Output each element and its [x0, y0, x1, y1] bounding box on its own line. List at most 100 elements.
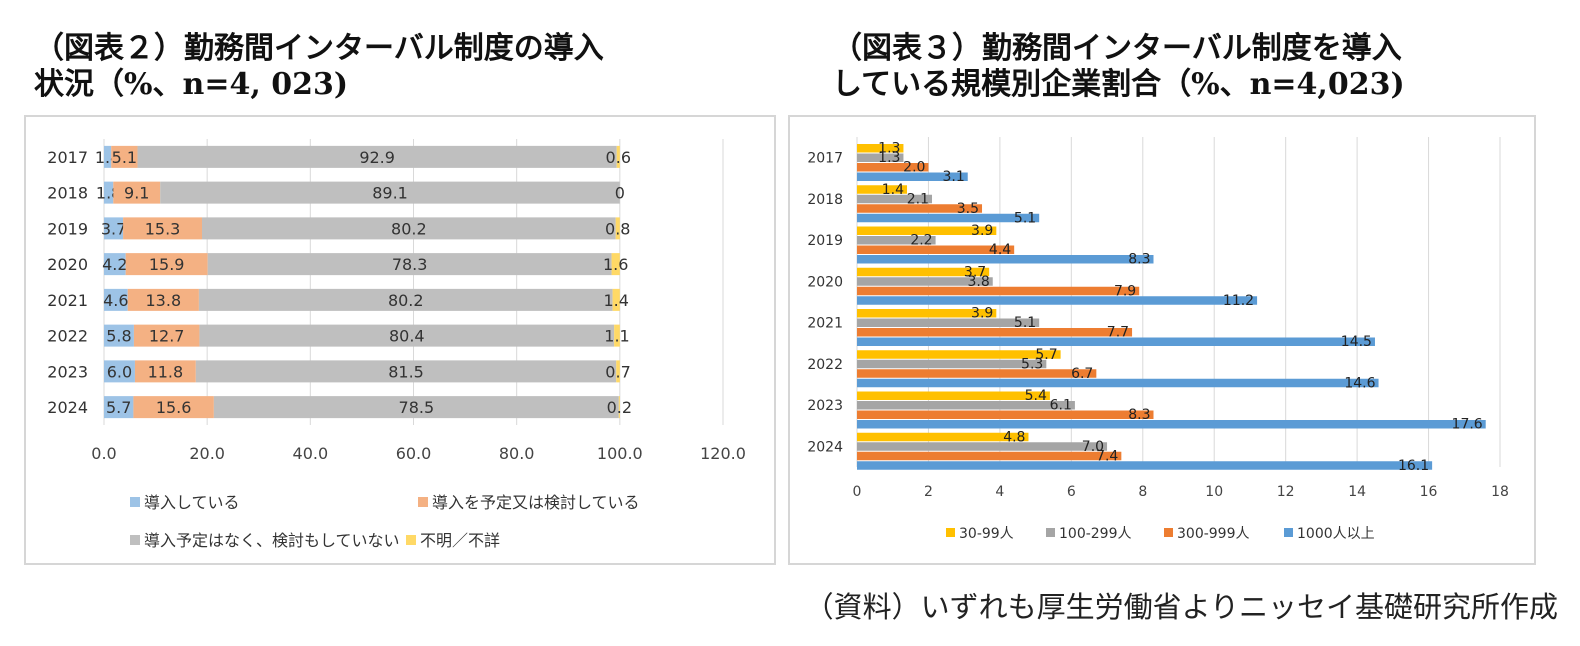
x-tick-label: 60.0: [396, 444, 432, 463]
data-label: 3.8: [967, 274, 989, 290]
y-category-label: 2018: [807, 192, 843, 208]
bar: [857, 267, 990, 277]
legend-label: 導入を予定又は検討している: [432, 493, 640, 512]
x-tick-label: 14: [1348, 484, 1366, 500]
data-label: 5.1: [1014, 210, 1036, 226]
data-label: 0: [615, 184, 625, 203]
data-label: 9.1: [124, 184, 149, 203]
bar: [857, 432, 1029, 442]
bar: [857, 410, 1154, 419]
data-label: 7.0: [1082, 439, 1104, 455]
bar-segment: [127, 288, 199, 311]
x-tick-label: 120.0: [700, 444, 746, 463]
y-category-label: 2022: [807, 357, 843, 373]
bar-segment: [615, 217, 620, 240]
data-label: 5.1: [112, 148, 137, 167]
y-category-label: 2018: [47, 184, 88, 203]
bar-segment: [213, 396, 619, 419]
bar-segment: [104, 253, 126, 276]
data-label: 80.2: [388, 291, 424, 310]
data-label: 2.2: [910, 233, 932, 249]
bar-segment: [160, 181, 620, 204]
data-label: 2.0: [903, 160, 925, 176]
bar: [857, 172, 968, 181]
data-label: 3.1: [942, 169, 964, 185]
data-label: 11.8: [148, 362, 184, 381]
data-label: 14.5: [1341, 334, 1372, 350]
data-label: 78.5: [399, 398, 435, 417]
x-tick-label: 80.0: [499, 444, 535, 463]
bar-segment: [611, 253, 620, 276]
bar-segment: [104, 145, 112, 168]
bar: [857, 309, 997, 318]
data-label: 4.6: [103, 291, 128, 310]
data-label: 7.9: [1114, 283, 1136, 299]
y-category-label: 2023: [807, 398, 843, 414]
y-category-label: 2024: [47, 398, 88, 417]
legend-label: 不明／不詳: [420, 531, 500, 550]
bar-segment: [104, 217, 124, 240]
x-tick-label: 10: [1205, 484, 1223, 500]
x-tick-label: 2: [924, 484, 933, 500]
bar: [857, 204, 983, 213]
legend-swatch: [130, 497, 140, 507]
bar: [857, 350, 1061, 359]
data-label: 7.4: [1096, 448, 1118, 464]
legend-swatch: [1046, 528, 1055, 537]
stacked-bar-chart: 0.0 20.0 40.0 60.0 80.0 100.0 120.0 2017 1.4 5.1 9…: [47, 139, 746, 550]
data-label: 8.3: [1128, 252, 1150, 268]
y-category-label: 2020: [47, 255, 88, 274]
data-label: 15.6: [156, 398, 192, 417]
data-label: 3.7: [964, 264, 986, 280]
data-label: 7.7: [1107, 325, 1129, 341]
bar: [857, 461, 1433, 470]
data-label: 6.0: [107, 362, 132, 381]
data-label: 11.2: [1223, 293, 1254, 309]
legend-swatch: [406, 535, 416, 545]
legend-label: 導入予定はなく、検討もしていない: [144, 531, 400, 550]
bar-segment: [123, 217, 203, 240]
bar: [857, 318, 1040, 327]
bar-segment: [104, 288, 128, 311]
x-tick-label: 16: [1420, 484, 1438, 500]
legend-swatch: [1284, 528, 1293, 537]
bar: [857, 359, 1047, 369]
y-category-label: 2021: [47, 291, 88, 310]
right-chart-panel: 0 2 4 6 8 10 12 14 16 18 2017 1.3 1.3 2.0 3.1 2018 1.4 2.…: [788, 115, 1536, 565]
bar: [857, 442, 1108, 451]
x-tick-label: 6: [1067, 484, 1076, 500]
legend-label: 100-299人: [1059, 526, 1132, 542]
bar: [857, 391, 1050, 400]
data-label: 80.2: [391, 219, 427, 238]
data-label: 1.4: [882, 182, 904, 198]
bar-segment: [137, 145, 617, 168]
data-label: 6.1: [1050, 398, 1072, 414]
legend-label: 1000人以上: [1297, 526, 1375, 542]
legend-swatch: [418, 497, 428, 507]
right-chart-title: （図表３）勤務間インターバル制度を導入 している規模別企業割合（%、n=4,02…: [832, 31, 1405, 103]
data-label: 1.1: [604, 327, 629, 346]
data-label: 0.6: [606, 148, 631, 167]
x-tick-label: 20.0: [189, 444, 225, 463]
data-label: 5.7: [106, 398, 131, 417]
data-label: 1.3: [878, 150, 900, 166]
left-chart-panel: 0.0 20.0 40.0 60.0 80.0 100.0 120.0 2017 1.4 5.1 9…: [24, 115, 776, 565]
data-label: 1.6: [603, 255, 628, 274]
bar: [857, 451, 1122, 461]
grouped-bar-chart: 0 2 4 6 8 10 12 14 16 1820171.31.32.03.120181.42.…: [807, 137, 1509, 542]
x-tick-label: 18: [1491, 484, 1509, 500]
data-label: 0.7: [605, 362, 630, 381]
right-title-line1: （図表３）勤務間インターバル制度を導入: [832, 31, 1402, 66]
data-label: 1.4: [603, 291, 628, 310]
bar-segment: [616, 360, 620, 383]
bar: [857, 236, 936, 245]
bar-segment: [113, 181, 161, 204]
bar: [857, 153, 904, 162]
y-category-label: 2019: [47, 219, 88, 238]
bar-segment: [104, 396, 134, 419]
bar-segment: [199, 324, 615, 347]
bar: [857, 213, 1040, 223]
y-category-label: 2020: [807, 274, 843, 290]
left-chart-title: （図表２）勤務間インターバル制度の導入 状況（%、n=4, 023): [34, 31, 604, 103]
data-label: 4.2: [102, 255, 127, 274]
